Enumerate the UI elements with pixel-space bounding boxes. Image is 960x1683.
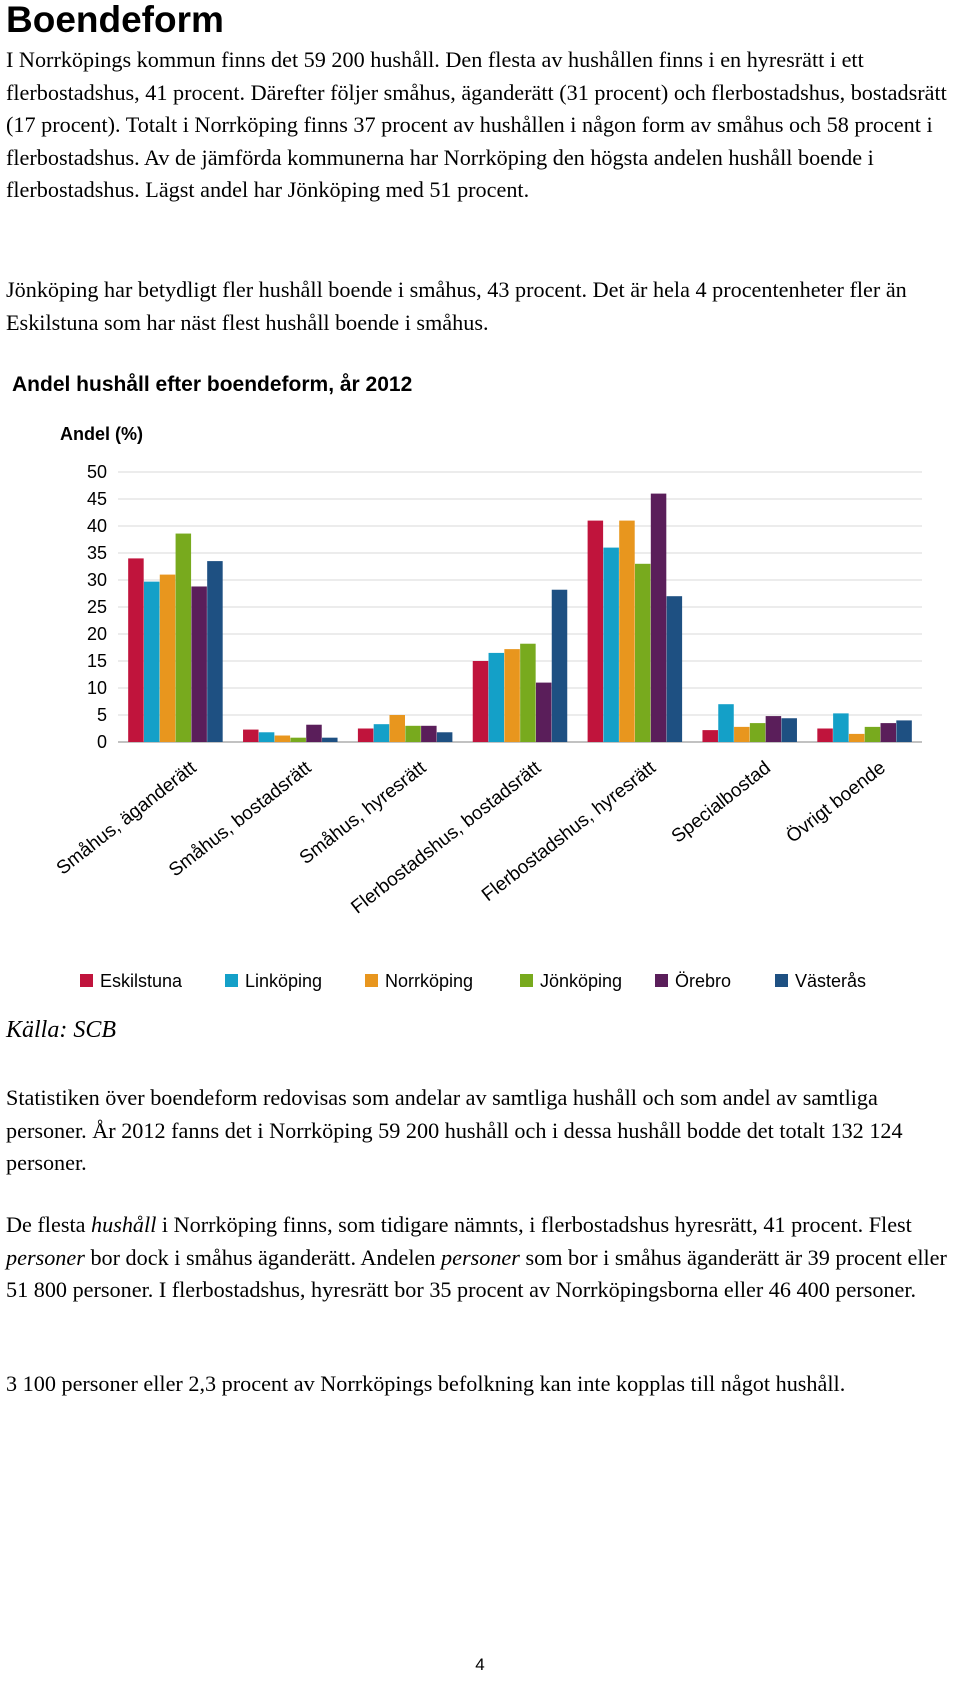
bar <box>243 729 259 742</box>
bar <box>207 561 223 742</box>
x-tick-label: Specialbostad <box>668 757 775 847</box>
legend-swatch <box>655 974 668 987</box>
legend-label: Jönköping <box>540 971 622 991</box>
bar <box>864 726 881 742</box>
persons-paragraph: De flesta hushåll i Norrköping finns, so… <box>6 1209 956 1307</box>
legend-label: Eskilstuna <box>100 971 183 991</box>
legend-swatch <box>225 974 238 987</box>
bar <box>128 558 144 742</box>
smallhouse-paragraph: Jönköping har betydligt fler hushåll boe… <box>6 277 907 335</box>
bar <box>357 728 374 742</box>
legend-swatch <box>80 974 93 987</box>
bar <box>619 520 635 742</box>
bar <box>472 661 489 742</box>
y-tick-label: 30 <box>87 570 107 590</box>
bar <box>880 723 897 742</box>
bar <box>436 732 453 742</box>
x-tick-label: Övrigt boende <box>783 757 890 847</box>
chart-bars <box>128 493 912 742</box>
bar <box>258 732 275 742</box>
y-tick-label: 35 <box>87 543 107 563</box>
persons-text-3: bor dock i småhus äganderätt. Andelen <box>84 1244 442 1270</box>
bar <box>635 563 651 742</box>
page-number: 4 <box>475 1655 485 1674</box>
legend-swatch <box>365 974 378 987</box>
persons-text-4: som bor i småhus äganderätt är 39 procen… <box>6 1244 947 1303</box>
household-chart: Andel hushåll efter boendeform, år 2012 … <box>12 373 922 991</box>
legend-label: Linköping <box>245 971 322 991</box>
persons-text-1: De flesta <box>6 1212 92 1237</box>
y-tick-label: 45 <box>87 489 107 509</box>
bar <box>833 713 849 742</box>
persons-emphasis-2: personer <box>6 1244 85 1270</box>
persons-emphasis-3: personer <box>441 1244 520 1270</box>
y-axis-label: Andel (%) <box>60 424 143 444</box>
bar <box>306 724 322 742</box>
bar <box>159 574 176 742</box>
y-tick-label: 10 <box>87 678 107 698</box>
legend-label: Västerås <box>795 971 866 991</box>
bar <box>535 682 552 742</box>
bar <box>389 715 405 742</box>
bar <box>488 652 505 742</box>
chart-grid <box>118 471 922 743</box>
bar <box>504 649 520 742</box>
bar <box>781 718 797 742</box>
bar <box>274 735 291 742</box>
bar <box>817 728 833 742</box>
x-tick-label: Flerbostadshus, bostadsrätt <box>347 757 545 918</box>
bar <box>405 725 421 742</box>
bar <box>666 596 683 742</box>
y-tick-label: 20 <box>87 624 107 644</box>
bar <box>290 737 306 742</box>
bar <box>765 716 782 742</box>
bar <box>718 704 734 742</box>
legend-label: Norrköping <box>385 971 473 991</box>
y-tick-label: 5 <box>97 705 107 725</box>
source-note: Källa: SCB <box>6 1017 117 1043</box>
persons-emphasis-1: hushåll <box>91 1212 157 1237</box>
bar <box>603 547 619 742</box>
y-tick-label: 40 <box>87 516 107 536</box>
bar <box>896 720 912 742</box>
bar <box>421 725 437 742</box>
bar <box>175 533 192 742</box>
bar <box>702 730 718 742</box>
chart-legend: Eskilstuna Linköping Norrköping Jönköping Ör… <box>80 971 866 991</box>
bar <box>322 737 338 742</box>
y-tick-label: 25 <box>87 597 107 617</box>
legend-label: Örebro <box>675 971 731 991</box>
persons-text-2: i Norrköping finns, som tidigare nämnts,… <box>156 1212 912 1237</box>
y-tick-label: 0 <box>97 732 107 752</box>
bar <box>520 643 536 742</box>
bar <box>650 493 667 742</box>
bar <box>551 589 568 742</box>
bar <box>734 726 750 742</box>
page-heading: Boendeform <box>6 0 224 40</box>
bar <box>143 581 160 742</box>
bar <box>749 723 766 742</box>
unlinked-persons-paragraph: 3 100 personer eller 2,3 procent av Norr… <box>6 1371 846 1396</box>
y-tick-label: 50 <box>87 462 107 482</box>
bar <box>587 520 604 742</box>
legend-swatch <box>520 974 533 987</box>
bar <box>191 586 207 742</box>
bar <box>848 733 865 742</box>
legend-swatch <box>775 974 788 987</box>
y-tick-label: 15 <box>87 651 107 671</box>
chart-title: Andel hushåll efter boendeform, år 2012 <box>12 373 412 396</box>
y-axis-ticks: 0 5 10 15 20 25 30 35 40 45 50 <box>87 462 107 752</box>
bar <box>373 724 390 742</box>
statistics-paragraph: Statistiken över boendeform redovisas so… <box>6 1085 903 1176</box>
intro-paragraph: I Norrköpings kommun finns det 59 200 hu… <box>6 47 947 203</box>
